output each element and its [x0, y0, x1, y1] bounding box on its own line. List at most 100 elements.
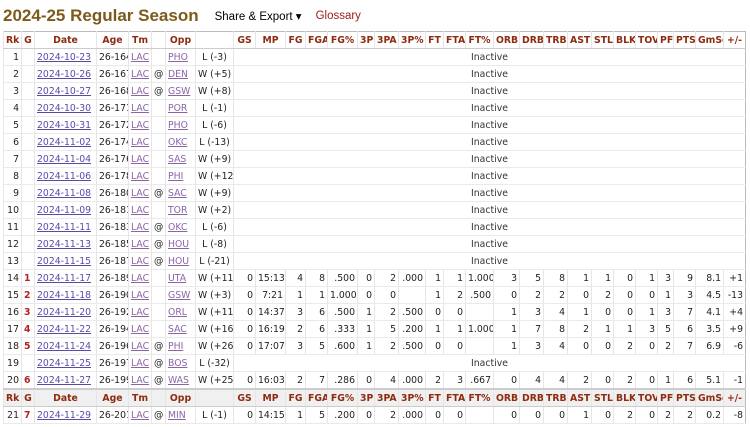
column-header[interactable]: Tm — [128, 388, 152, 407]
opponent-link[interactable]: PHI — [168, 170, 184, 182]
column-header[interactable]: Rk — [3, 388, 22, 407]
column-header[interactable]: +/- — [723, 31, 746, 49]
column-header[interactable]: Age — [96, 388, 129, 407]
date-link[interactable]: 2024-11-27 — [37, 374, 92, 386]
date-link[interactable]: 2024-11-22 — [37, 323, 92, 335]
column-header[interactable]: FT — [425, 31, 444, 49]
column-header[interactable]: +/- — [723, 388, 746, 407]
column-header[interactable]: PF — [657, 388, 674, 407]
share-export-menu[interactable]: Share & Export ▾ — [214, 11, 302, 23]
column-header[interactable]: FT% — [465, 31, 494, 49]
opponent-link[interactable]: OKC — [168, 136, 188, 148]
column-header[interactable]: 3PA — [374, 388, 399, 407]
column-header[interactable]: FG% — [327, 388, 358, 407]
opponent-link[interactable]: MIN — [168, 409, 186, 421]
column-header[interactable]: FTA — [443, 31, 466, 49]
opponent-link[interactable]: POR — [168, 102, 188, 114]
column-header[interactable]: DRB — [519, 31, 544, 49]
team-link[interactable]: LAC — [131, 374, 150, 386]
opponent-link[interactable]: GSW — [168, 85, 191, 97]
column-header[interactable]: BLK — [613, 31, 636, 49]
column-header[interactable]: FG — [285, 388, 306, 407]
column-header[interactable]: FT — [425, 388, 444, 407]
column-header[interactable]: TOV — [635, 388, 658, 407]
column-header[interactable]: FGA — [305, 388, 328, 407]
column-header[interactable]: 3PA — [374, 31, 399, 49]
team-link[interactable]: LAC — [131, 289, 150, 301]
date-link[interactable]: 2024-10-26 — [37, 68, 92, 80]
opponent-link[interactable]: DEN — [168, 68, 188, 80]
opponent-link[interactable]: PHO — [168, 51, 188, 63]
opponent-link[interactable]: TOR — [168, 204, 188, 216]
column-header[interactable]: 3P% — [398, 31, 426, 49]
column-header[interactable]: Age — [96, 31, 129, 49]
column-header[interactable]: FG — [285, 31, 306, 49]
opponent-link[interactable]: OKC — [168, 221, 188, 233]
column-header[interactable]: GS — [233, 388, 256, 407]
column-header[interactable]: FGA — [305, 31, 328, 49]
column-header[interactable]: DRB — [519, 388, 544, 407]
column-header[interactable]: ORB — [493, 388, 520, 407]
opponent-link[interactable]: BOS — [168, 357, 188, 369]
team-link[interactable]: LAC — [131, 357, 150, 369]
column-header[interactable]: GS — [233, 31, 256, 49]
opponent-link[interactable]: WAS — [168, 374, 189, 386]
opponent-link[interactable]: HOU — [168, 238, 190, 250]
date-link[interactable]: 2024-11-09 — [37, 204, 92, 216]
opponent-link[interactable]: SAC — [168, 187, 187, 199]
column-header[interactable]: Date — [34, 388, 97, 407]
team-link[interactable]: LAC — [131, 68, 150, 80]
column-header[interactable]: FTA — [443, 388, 466, 407]
team-link[interactable]: LAC — [131, 238, 150, 250]
column-header[interactable]: Opp — [165, 31, 196, 49]
date-link[interactable]: 2024-11-04 — [37, 153, 92, 165]
date-link[interactable]: 2024-10-31 — [37, 119, 92, 131]
team-link[interactable]: LAC — [131, 170, 150, 182]
date-link[interactable]: 2024-11-24 — [37, 340, 92, 352]
team-link[interactable]: LAC — [131, 255, 150, 267]
opponent-link[interactable]: SAS — [168, 153, 187, 165]
date-link[interactable]: 2024-11-08 — [37, 187, 92, 199]
column-header[interactable]: TRB — [543, 31, 568, 49]
column-header[interactable]: AST — [567, 388, 592, 407]
team-link[interactable]: LAC — [131, 409, 150, 421]
team-link[interactable]: LAC — [131, 306, 150, 318]
column-header[interactable] — [195, 31, 234, 49]
column-header[interactable] — [151, 388, 166, 407]
column-header[interactable]: G — [21, 388, 35, 407]
opponent-link[interactable]: UTA — [168, 272, 187, 284]
column-header[interactable]: Opp — [165, 388, 196, 407]
team-link[interactable]: LAC — [131, 102, 150, 114]
column-header[interactable]: FG% — [327, 31, 358, 49]
column-header[interactable]: Date — [34, 31, 97, 49]
column-header[interactable]: AST — [567, 31, 592, 49]
date-link[interactable]: 2024-11-25 — [37, 357, 92, 369]
column-header[interactable]: FT% — [465, 388, 494, 407]
column-header[interactable]: BLK — [613, 388, 636, 407]
opponent-link[interactable]: ORL — [168, 306, 187, 318]
column-header[interactable]: Tm — [128, 31, 152, 49]
date-link[interactable]: 2024-10-27 — [37, 85, 92, 97]
column-header[interactable]: ORB — [493, 31, 520, 49]
team-link[interactable]: LAC — [131, 85, 150, 97]
team-link[interactable]: LAC — [131, 51, 150, 63]
column-header[interactable]: PTS — [673, 388, 696, 407]
column-header[interactable]: 3P% — [398, 388, 426, 407]
column-header[interactable]: 3P — [357, 31, 375, 49]
opponent-link[interactable]: SAC — [168, 323, 187, 335]
date-link[interactable]: 2024-10-30 — [37, 102, 92, 114]
column-header[interactable]: STL — [591, 388, 614, 407]
date-link[interactable]: 2024-11-11 — [37, 221, 92, 233]
team-link[interactable]: LAC — [131, 340, 150, 352]
team-link[interactable]: LAC — [131, 187, 150, 199]
opponent-link[interactable]: HOU — [168, 255, 190, 267]
date-link[interactable]: 2024-11-15 — [37, 255, 92, 267]
date-link[interactable]: 2024-11-29 — [37, 409, 92, 421]
column-header[interactable] — [151, 31, 166, 49]
date-link[interactable]: 2024-10-23 — [37, 51, 92, 63]
team-link[interactable]: LAC — [131, 119, 150, 131]
column-header[interactable]: STL — [591, 31, 614, 49]
date-link[interactable]: 2024-11-17 — [37, 272, 92, 284]
team-link[interactable]: LAC — [131, 136, 150, 148]
team-link[interactable]: LAC — [131, 272, 150, 284]
